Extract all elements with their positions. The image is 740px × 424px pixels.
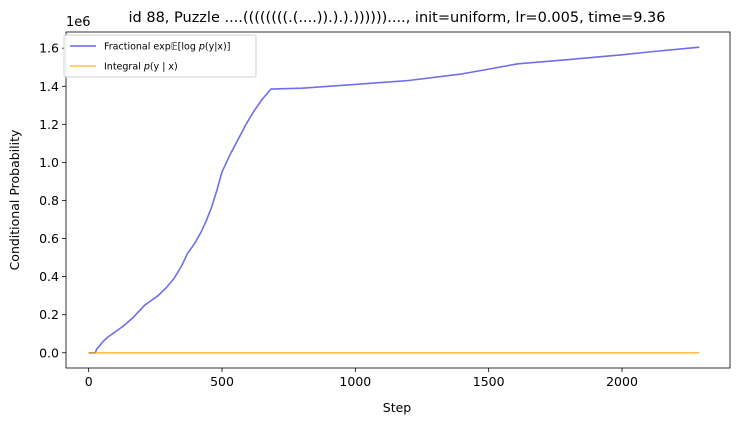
legend-label-fractional: Fractional exp𝔼[log p(y|x)]	[104, 42, 230, 53]
y-tick-label: 0.8	[39, 193, 59, 208]
y-tick-label: 0.6	[39, 231, 59, 246]
legend: Fractional exp𝔼[log p(y|x)] Integral p(y…	[63, 34, 257, 78]
x-tick-label: 1000	[339, 374, 371, 389]
x-tick-label: 0	[85, 374, 93, 389]
y-tick-label: 1.0	[39, 155, 59, 170]
y-tick-label: 0.4	[39, 269, 59, 284]
y-tick-label: 0.2	[39, 307, 59, 322]
legend-box	[63, 34, 257, 78]
x-tick-label: 1500	[473, 374, 505, 389]
y-tick-label: 0.0	[39, 345, 59, 360]
chart-title: id 88, Puzzle ....((((((((.(....)).).).)…	[129, 10, 666, 26]
series-line-fractional	[88, 46, 700, 354]
plot-background	[66, 32, 730, 368]
y-axis-ticks: 0.0 0.2 0.4 0.6 0.8 1.0 1.2 1.4 1.6	[39, 41, 66, 360]
plot-frame	[65, 31, 731, 369]
y-tick-label: 1.4	[39, 79, 59, 94]
legend-label-integral: Integral p(y | x)	[104, 62, 178, 73]
y-tick-label: 1.6	[39, 41, 59, 56]
y-axis-label: Conditional Probability	[7, 129, 22, 270]
x-tick-label: 2000	[606, 374, 638, 389]
x-axis-ticks: 0 500 1000 1500 2000	[85, 368, 638, 389]
x-axis-label: Step	[383, 400, 412, 415]
x-tick-label: 500	[210, 374, 234, 389]
series-layer	[88, 46, 700, 354]
y-tick-label: 1.2	[39, 117, 59, 132]
y-offset-label: 1e6	[66, 15, 91, 30]
